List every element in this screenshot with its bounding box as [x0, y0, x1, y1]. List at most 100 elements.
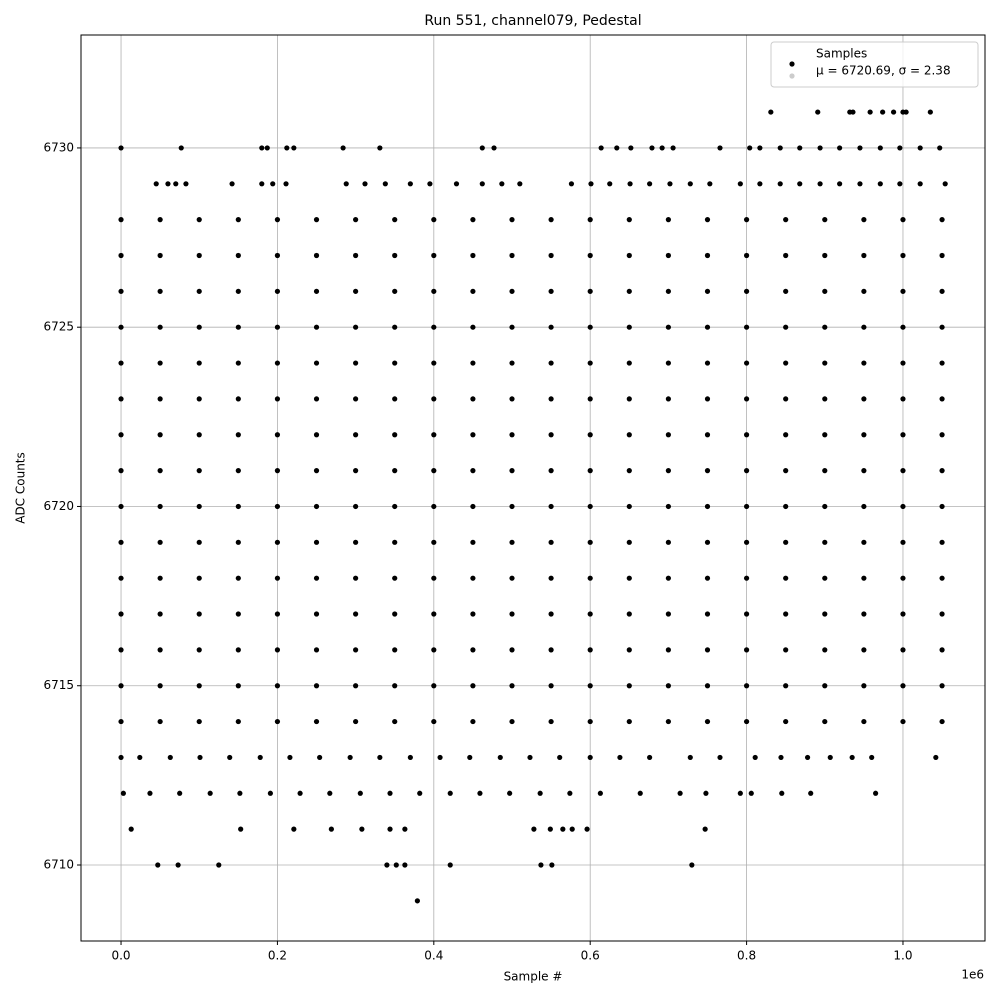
point [704, 252, 711, 259]
point [353, 611, 359, 617]
point [118, 396, 124, 402]
point [704, 217, 711, 223]
point [291, 145, 297, 151]
point [743, 539, 750, 545]
point [557, 754, 563, 761]
x-tick-label: 0.6 [581, 949, 600, 963]
point [637, 790, 643, 796]
point [900, 539, 906, 545]
point [470, 432, 476, 438]
point [783, 396, 789, 402]
legend-marker [789, 73, 795, 79]
point [587, 217, 593, 223]
point [507, 790, 513, 796]
point [313, 503, 320, 510]
point [431, 217, 437, 223]
point [822, 324, 828, 330]
point [274, 468, 281, 474]
point [313, 718, 320, 725]
point [118, 217, 124, 223]
point [264, 145, 270, 151]
point [777, 181, 783, 187]
point [626, 360, 632, 366]
point [861, 718, 867, 725]
point [817, 145, 823, 151]
legend-marker [789, 61, 795, 67]
point [287, 754, 293, 761]
point [897, 145, 903, 151]
point [402, 862, 408, 868]
point [313, 611, 320, 617]
point [783, 718, 789, 725]
point [274, 718, 281, 725]
point [626, 288, 632, 294]
point [587, 503, 593, 510]
point [743, 396, 750, 402]
point [869, 754, 875, 761]
point [548, 432, 554, 438]
point [689, 862, 695, 868]
point [402, 826, 408, 832]
point [196, 324, 202, 330]
point [548, 324, 554, 330]
point [687, 754, 693, 761]
point [118, 611, 124, 617]
point [393, 862, 399, 868]
point [548, 503, 554, 510]
point [274, 611, 281, 617]
point [587, 754, 593, 761]
point [747, 145, 753, 151]
point [509, 324, 515, 330]
point [667, 181, 673, 187]
point [665, 575, 671, 581]
point [783, 252, 789, 259]
point [362, 181, 368, 187]
points [118, 109, 948, 904]
point [626, 647, 632, 653]
point [626, 718, 632, 725]
point [470, 611, 476, 617]
point [548, 611, 554, 617]
point [548, 683, 554, 689]
point [717, 145, 723, 151]
point [274, 503, 281, 510]
point [274, 432, 281, 438]
point [196, 432, 202, 438]
point [939, 396, 945, 402]
point [743, 503, 750, 510]
point [257, 754, 263, 761]
point [196, 718, 202, 725]
point [548, 360, 554, 366]
point [196, 683, 202, 689]
point [897, 181, 903, 187]
point [548, 252, 554, 259]
point [387, 826, 393, 832]
point [431, 611, 437, 617]
point [196, 575, 202, 581]
point [470, 503, 476, 510]
point [900, 468, 906, 474]
point [779, 790, 785, 796]
point [939, 252, 945, 259]
point [665, 468, 671, 474]
point [587, 539, 593, 545]
point [120, 790, 126, 796]
point [677, 790, 683, 796]
point [737, 181, 743, 187]
point [837, 181, 843, 187]
point [900, 647, 906, 653]
point [548, 539, 554, 545]
point [427, 181, 433, 187]
point [665, 217, 671, 223]
point [283, 181, 289, 187]
point [587, 360, 593, 366]
point [235, 718, 241, 725]
point [235, 611, 241, 617]
point [867, 109, 873, 115]
point [357, 790, 363, 796]
point [900, 396, 906, 402]
point [567, 790, 573, 796]
point [274, 683, 281, 689]
point [431, 683, 437, 689]
